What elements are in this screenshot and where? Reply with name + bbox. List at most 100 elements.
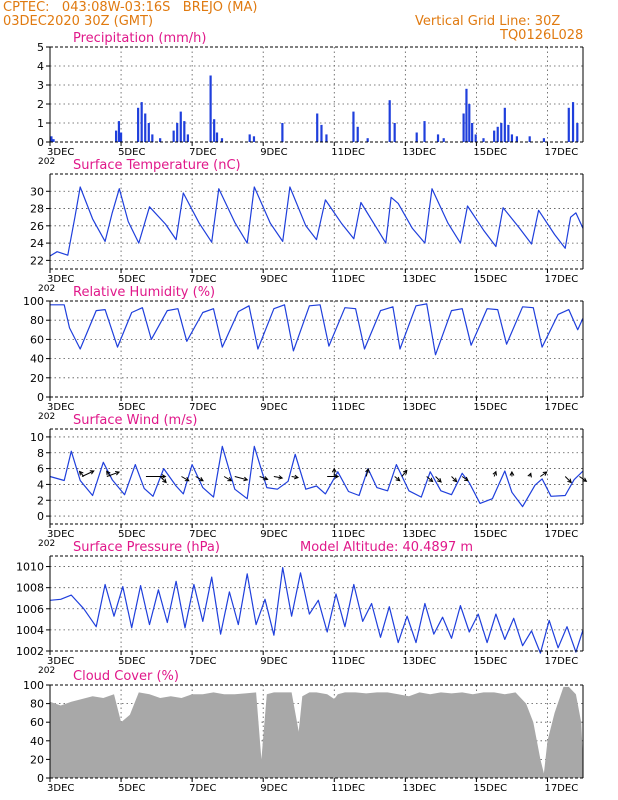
panel-5: 1002 1004 1006 1008 1010 3DEC 5DEC 7DEC 9DEC 11DE… [16,540,584,676]
precip-bar [482,138,485,142]
x-year-label: 202 [38,284,55,294]
model-code: TQ0126L028 [500,28,584,43]
x-tick-label: 13DEC [402,783,436,794]
panel-6: 0 20 40 60 80 100 3DEC 5DEC 7DEC 9DEC 11DEC 13DEC 15… [23,669,584,794]
x-tick-label: 7DEC [189,274,216,285]
y-tick-label: 1008 [16,582,44,595]
x-tick-label: 7DEC [189,147,216,158]
x-tick-label: 15DEC [473,656,507,667]
y-tick-label: 40 [30,353,44,366]
wind-arrow-head [542,471,548,476]
panel-title: Cloud Cover (%) [73,669,179,684]
wind-arrow [540,471,548,477]
x-tick-label: 3DEC [47,274,74,285]
x-tick-label: 3DEC [47,529,74,540]
precip-bar [159,138,162,142]
wind-arrow [159,476,167,483]
x-tick-label: 9DEC [260,529,287,540]
y-tick-label: 4 [37,478,44,491]
x-year-label: 202 [38,157,55,167]
y-tick-label: 20 [30,372,44,385]
wind-arrow-head [227,477,233,482]
panel-title: Surface Temperature (nC) [73,158,241,173]
precip-bar [465,88,468,142]
y-tick-label: 1004 [16,624,44,637]
wind-arrow-head [464,476,469,482]
x-tick-label: 9DEC [260,656,287,667]
x-year-label: 202 [38,539,55,549]
run-time-header: 03DEC2020 30Z (GMT) [3,14,154,29]
panel-1: 0 1 2 3 4 5 3DEC 5DEC 7DEC 9DEC 11DEC 13DEC 15DEC 17D… [37,31,584,167]
panel-title: Precipitation (mm/h) [73,31,206,46]
y-tick-label: 1 [37,117,44,130]
precip-bar [325,134,328,142]
x-tick-label: 5DEC [118,529,145,540]
y-tick-label: 0 [37,136,44,149]
precip-bar [515,136,519,142]
precip-bar [576,123,579,142]
wind-arrow [234,476,248,481]
precip-bar [114,130,118,142]
x-tick-label: 5DEC [118,402,145,413]
y-tick-label: 40 [30,735,44,748]
x-tick-label: 3DEC [47,656,74,667]
wind-arrow-head [115,471,121,476]
cloud-cover-area [50,686,583,778]
precip-bar [281,123,284,142]
x-tick-label: 13DEC [402,529,436,540]
y-tick-label: 3 [37,79,44,92]
precip-bar [215,132,219,142]
wind-arrow-head [437,478,442,483]
precip-bar [462,113,465,142]
x-tick-label: 15DEC [473,402,507,413]
wind-arrow [435,476,442,483]
wind-arrow-head [428,477,434,483]
y-tick-label: 0 [37,391,44,404]
panel-3: 0 20 40 60 80 100 3DEC 5DEC 7DEC 9DEC 11DEC 13DEC 15… [23,285,584,422]
precip-bar [209,75,212,142]
x-tick-label: 13DEC [402,274,436,285]
x-tick-label: 17DEC [544,529,578,540]
precip-bar [140,102,143,142]
wind-arrow-head [243,476,249,482]
wind-arrow-head [334,474,340,479]
x-tick-label: 13DEC [402,147,436,158]
precip-bar [567,107,570,142]
series-line [50,303,584,356]
wind-arrow-head [402,469,408,475]
precip-bar [503,107,506,142]
precip-bar [320,124,323,142]
precip-bar [213,119,216,142]
x-tick-label: 3DEC [47,147,74,158]
precip-bar [117,121,121,142]
wind-arrow [223,476,232,482]
x-tick-label: 7DEC [189,783,216,794]
x-tick-label: 3DEC [47,402,74,413]
y-tick-label: 22 [30,254,44,267]
wind-arrow-head [527,472,532,478]
y-tick-label: 60 [30,333,44,346]
y-tick-label: 4 [37,60,44,73]
wind-arrow-head [278,475,284,480]
y-tick-label: 60 [30,716,44,729]
panel-2: 22 24 26 28 30 3DEC 5DEC 7DEC 9DEC 11DEC 13DEC 15DE… [30,158,584,294]
wind-arrow [401,470,408,477]
x-tick-label: 9DEC [260,783,287,794]
wind-arrow-head [294,474,300,480]
precip-bar [176,123,179,142]
precip-bar [186,134,189,142]
precip-bar [542,138,546,142]
x-tick-label: 13DEC [402,402,436,413]
wind-arrow [394,476,400,482]
y-tick-label: 8 [37,447,44,460]
x-tick-label: 13DEC [402,656,436,667]
precip-bar [507,124,510,142]
wind-arrow-head [198,477,204,482]
wind-arrow [81,470,94,477]
precip-bar [119,132,123,142]
precip-bar [415,132,418,142]
x-tick-label: 9DEC [260,274,287,285]
precip-bar [442,138,445,142]
precip-bar [356,126,359,142]
